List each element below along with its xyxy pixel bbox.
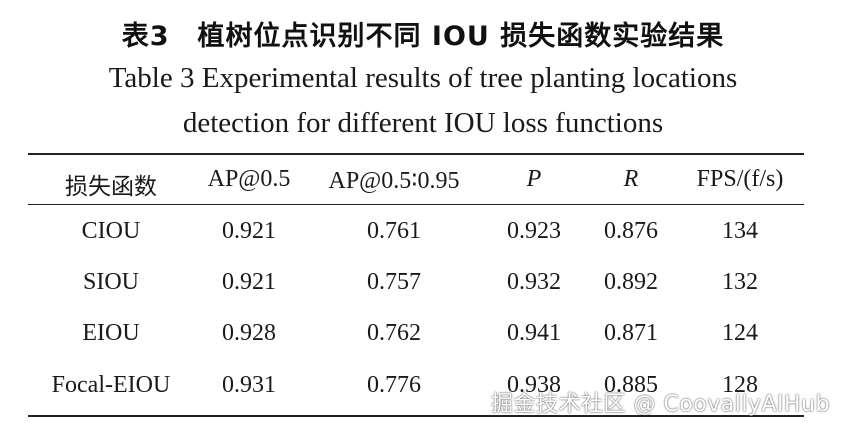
table-bottom-rule — [28, 415, 804, 417]
table-cell: Focal-EIOU — [51, 372, 171, 398]
table-cell: 0.776 — [367, 372, 421, 398]
table-cell: 0.941 — [507, 320, 561, 346]
header-precision: P — [526, 166, 542, 192]
table-cell: 0.921 — [222, 269, 276, 295]
header-ap50: AP@0.5 — [207, 166, 291, 192]
table-cell: 132 — [722, 269, 758, 295]
table-cell: 0.757 — [367, 269, 421, 295]
header-recall: R — [623, 166, 639, 192]
header-ap50-95: AP@0.5∶0.95 — [328, 168, 460, 194]
table-cell: 124 — [722, 320, 758, 346]
table-cell: 0.928 — [222, 320, 276, 346]
table-cell: 0.921 — [222, 218, 276, 244]
table-cell: 0.931 — [222, 372, 276, 398]
table-cell: 0.871 — [604, 320, 658, 346]
header-loss-function: 损失函数 — [65, 174, 157, 200]
table-cell: 0.923 — [507, 218, 561, 244]
table-top-rule — [28, 153, 804, 155]
table-cell: 0.761 — [367, 218, 421, 244]
table-cell: 128 — [722, 372, 758, 398]
table-header-rule — [28, 204, 804, 205]
table-cell: 0.892 — [604, 269, 658, 295]
watermark-text: 掘金技术社区 @ CoovallyAIHub — [490, 392, 830, 417]
table-cell: EIOU — [82, 320, 140, 346]
table-cell: 0.876 — [604, 218, 658, 244]
header-fps: FPS/(f/s) — [696, 166, 784, 192]
table-cell: CIOU — [81, 218, 141, 244]
table-cell: SIOU — [82, 269, 140, 295]
table-caption-en-line2: detection for different IOU loss functio… — [182, 107, 664, 139]
table-cell: 0.938 — [507, 372, 561, 398]
table-cell: 0.932 — [507, 269, 561, 295]
table-cell: 134 — [722, 218, 758, 244]
table-cell: 0.885 — [604, 372, 658, 398]
table-caption-en-line1: Table 3 Experimental results of tree pla… — [108, 62, 738, 94]
table-cell: 0.762 — [367, 320, 421, 346]
table-caption-cn: 表3 植树位点识别不同 IOU 损失函数实验结果 — [121, 21, 725, 52]
